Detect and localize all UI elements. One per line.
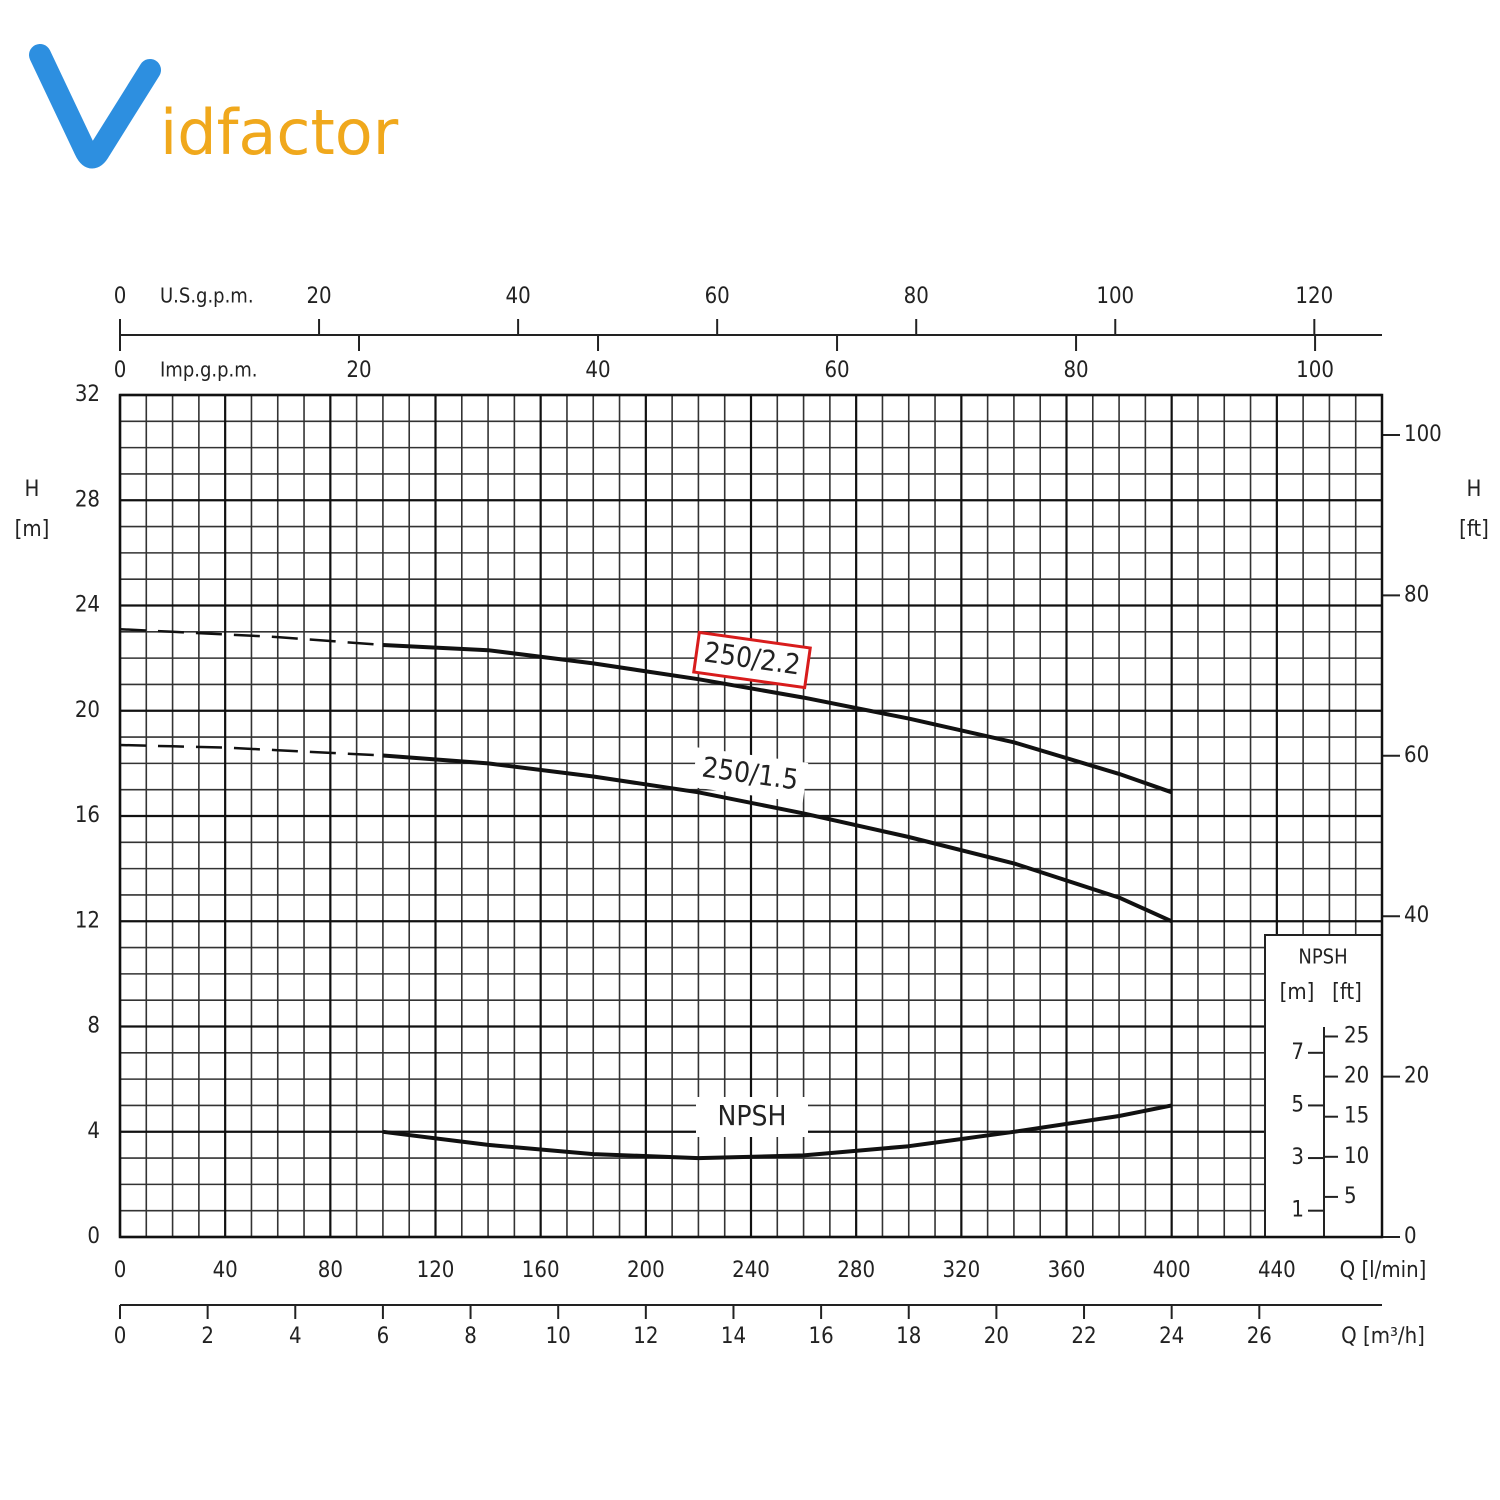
bottom-tick-label: 14 xyxy=(721,1324,746,1349)
npsh-ft-tick-label: 10 xyxy=(1344,1144,1369,1169)
dashed-curve xyxy=(119,743,383,757)
y2-axis-unit: [ft] xyxy=(1459,517,1489,542)
top-tick-label: 20 xyxy=(306,284,331,309)
npsh-m-tick-label: 7 xyxy=(1291,1040,1304,1065)
curve-label: 250/1.5 xyxy=(691,747,809,803)
bottom-tick-label: 26 xyxy=(1247,1324,1272,1349)
y-tick-label: 32 xyxy=(75,382,100,407)
top-axis-label: Imp.g.p.m. xyxy=(160,358,258,382)
top-tick-label: 40 xyxy=(585,358,610,383)
bottom-axis-label: Q [m³/h] xyxy=(1341,1324,1425,1349)
npsh-m-tick-label: 5 xyxy=(1291,1092,1304,1117)
y2-tick-label: 40 xyxy=(1404,903,1429,928)
top-tick-label: 120 xyxy=(1295,284,1333,309)
curve xyxy=(382,753,1173,924)
label-bg xyxy=(691,747,809,803)
y-tick-label: 12 xyxy=(75,908,100,933)
series-label: NPSH xyxy=(718,1099,787,1132)
top-tick-label: 60 xyxy=(705,284,730,309)
logo-text: idfactor xyxy=(160,96,399,169)
curve xyxy=(382,643,1173,795)
y-axis-label: H xyxy=(25,477,40,502)
curve-label: NPSH xyxy=(696,1097,808,1137)
y2-tick-label: 20 xyxy=(1404,1064,1429,1089)
y2-tick-label: 0 xyxy=(1404,1224,1417,1249)
bottom-tick-label: 10 xyxy=(546,1324,571,1349)
x-axis-label: Q [l/min] xyxy=(1340,1258,1427,1283)
npsh-ft-tick-label: 20 xyxy=(1344,1064,1369,1089)
x-tick-label: 400 xyxy=(1153,1258,1191,1283)
y2-tick-label: 100 xyxy=(1404,422,1442,447)
bottom-tick-label: 24 xyxy=(1159,1324,1184,1349)
y2-axis-label: H xyxy=(1467,477,1482,502)
logo-mark xyxy=(29,44,161,169)
y-tick-label: 20 xyxy=(75,698,100,723)
top-tick-label: 0 xyxy=(114,284,127,309)
curve-label: 250/2.2 xyxy=(692,630,812,690)
x-tick-label: 120 xyxy=(417,1258,455,1283)
npsh-inset-title: NPSH xyxy=(1298,945,1347,969)
x-tick-label: 320 xyxy=(942,1258,980,1283)
top-tick-label: 80 xyxy=(1063,358,1088,383)
bottom-tick-label: 2 xyxy=(201,1324,214,1349)
top-tick-label: 80 xyxy=(904,284,929,309)
top-tick-label: 40 xyxy=(506,284,531,309)
dashed-curve xyxy=(119,627,383,647)
logo: V idfactor xyxy=(29,44,399,169)
x-tick-label: 200 xyxy=(627,1258,665,1283)
top-tick-label: 0 xyxy=(114,358,127,383)
bottom-tick-label: 8 xyxy=(464,1324,477,1349)
bottom-tick-label: 20 xyxy=(984,1324,1009,1349)
y-tick-label: 16 xyxy=(75,803,100,828)
npsh-inset-unit: [m] xyxy=(1280,980,1315,1005)
x-tick-label: 240 xyxy=(732,1258,770,1283)
x-tick-label: 360 xyxy=(1048,1258,1086,1283)
npsh-ft-tick-label: 5 xyxy=(1344,1184,1357,1209)
npsh-m-tick-label: 1 xyxy=(1291,1198,1304,1223)
label-bg xyxy=(692,630,812,690)
label-bg xyxy=(696,1097,808,1137)
curve xyxy=(382,1103,1173,1161)
x-tick-label: 80 xyxy=(318,1258,343,1283)
y-tick-label: 0 xyxy=(87,1224,100,1249)
top-axis-label: U.S.g.p.m. xyxy=(160,284,254,308)
y-tick-label: 28 xyxy=(75,487,100,512)
y-tick-label: 8 xyxy=(87,1014,100,1039)
npsh-inset-unit: [ft] xyxy=(1332,980,1362,1005)
top-tick-label: 100 xyxy=(1096,284,1134,309)
x-tick-label: 280 xyxy=(837,1258,875,1283)
y-tick-label: 4 xyxy=(87,1119,100,1144)
bottom-tick-label: 16 xyxy=(809,1324,834,1349)
top-tick-label: 100 xyxy=(1296,358,1334,383)
npsh-ft-tick-label: 25 xyxy=(1344,1024,1369,1049)
bottom-tick-label: 18 xyxy=(896,1324,921,1349)
bottom-tick-label: 12 xyxy=(633,1324,658,1349)
x-tick-label: 440 xyxy=(1258,1258,1296,1283)
y-tick-label: 24 xyxy=(75,593,100,618)
x-tick-label: 160 xyxy=(522,1258,560,1283)
y-axis-unit: [m] xyxy=(15,517,50,542)
bottom-tick-label: 22 xyxy=(1071,1324,1096,1349)
npsh-m-tick-label: 3 xyxy=(1291,1145,1304,1170)
bottom-tick-label: 4 xyxy=(289,1324,302,1349)
npsh-ft-tick-label: 15 xyxy=(1344,1104,1369,1129)
bottom-tick-label: 0 xyxy=(114,1324,127,1349)
y2-tick-label: 80 xyxy=(1404,582,1429,607)
x-tick-label: 0 xyxy=(114,1258,127,1283)
top-tick-label: 20 xyxy=(346,358,371,383)
bottom-tick-label: 6 xyxy=(377,1324,390,1349)
plot-frame xyxy=(118,393,1384,1239)
x-tick-label: 40 xyxy=(213,1258,238,1283)
top-tick-label: 60 xyxy=(824,358,849,383)
y2-tick-label: 60 xyxy=(1404,743,1429,768)
